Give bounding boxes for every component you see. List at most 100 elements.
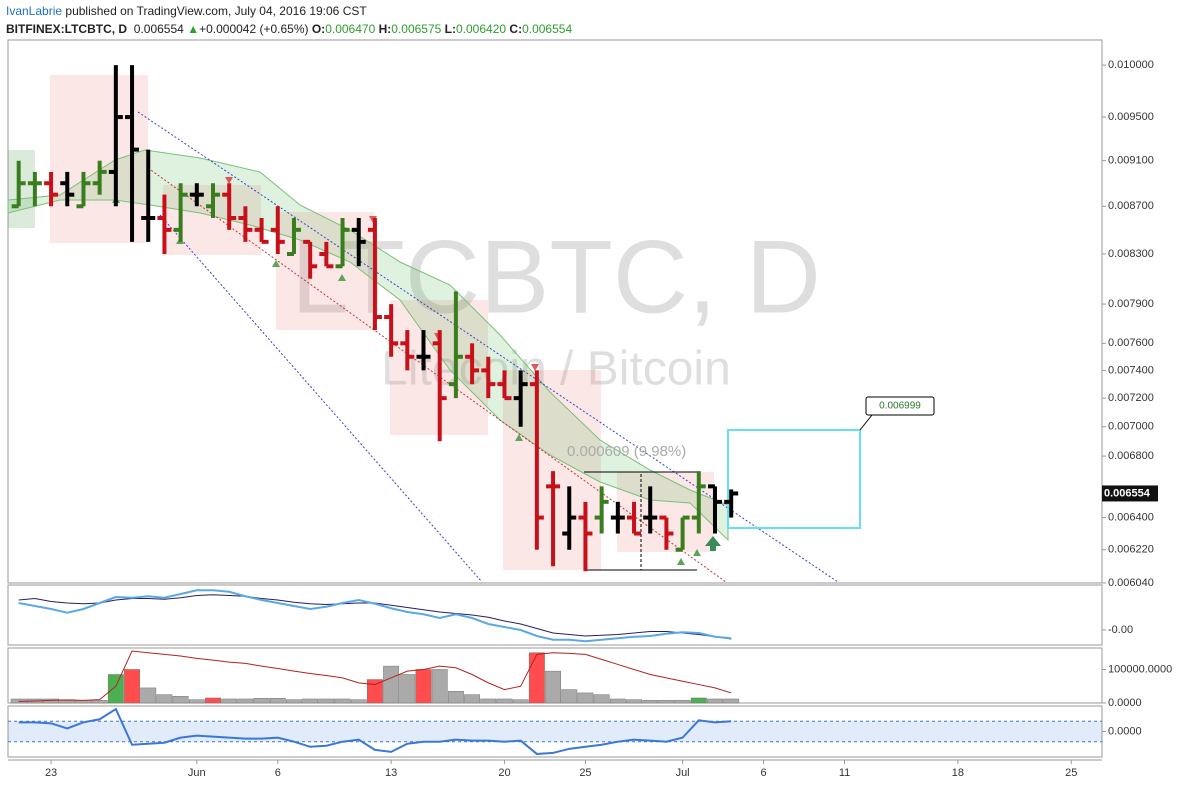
volume-bar — [593, 694, 610, 704]
volume-bar — [221, 698, 238, 704]
signals — [112, 177, 721, 565]
y-tick-label: 0.007900 — [1108, 298, 1154, 310]
x-tick-label: 25 — [579, 767, 591, 779]
volume-bar — [188, 699, 205, 704]
low: 0.006420 — [456, 22, 507, 36]
change: +0.000042 (+0.65%) — [199, 22, 309, 36]
y-tick-label: 0.006400 — [1108, 511, 1154, 523]
volume-bar — [269, 698, 286, 704]
volume-bar — [480, 698, 497, 704]
published: published on TradingView.com, July 04, 2… — [65, 4, 367, 18]
y-tick-label: 0.008700 — [1108, 200, 1154, 212]
measure-label: 0.000609 (9.98%) — [567, 443, 686, 460]
volume-bar — [366, 679, 383, 704]
y-tick-label: 100000.0000 — [1108, 663, 1172, 675]
y-tick-label: 0.007600 — [1108, 337, 1154, 349]
volume-bar — [528, 652, 545, 704]
symbol-line: BITFINEX:LTCBTC, D 0.006554 ▲+0.000042 (… — [6, 20, 572, 38]
y-tick-label: 0.008300 — [1108, 248, 1154, 260]
series-line — [18, 594, 732, 640]
x-tick-label: Jul — [676, 767, 690, 779]
x-tick-label: 18 — [952, 767, 964, 779]
y-tick-label: 0.009100 — [1108, 155, 1154, 167]
volume-ma — [18, 650, 732, 702]
volume-bar — [545, 670, 561, 704]
volume-bar — [561, 689, 578, 704]
volume-bar — [140, 687, 157, 704]
y-tick-label: 0.006220 — [1108, 544, 1154, 556]
volume-bar — [577, 692, 594, 704]
big-arrow — [705, 536, 721, 551]
x-tick-label: Jun — [188, 767, 206, 779]
channel-lower — [159, 214, 483, 583]
volume-bar — [512, 699, 529, 704]
volume-bar — [723, 698, 740, 704]
callout-box — [865, 396, 935, 416]
volume-bar — [496, 698, 513, 704]
x-tick-label: 13 — [385, 767, 397, 779]
publish-line: IvanLabrie published on TradingView.com,… — [6, 2, 572, 20]
y-tick-label: 0.007400 — [1108, 364, 1154, 376]
y-tick-label: -0.00 — [1108, 624, 1133, 636]
y-tick-label: 0.007200 — [1108, 392, 1154, 404]
close: 0.006554 — [522, 22, 573, 36]
y-tick-label: 0.009500 — [1108, 111, 1154, 123]
y-tick-label: 0.006800 — [1108, 450, 1154, 462]
volume-bar — [431, 669, 448, 704]
volume-bar — [334, 698, 351, 704]
volume-bar — [124, 669, 140, 704]
target-label: 0.006999 — [879, 401, 921, 412]
volume-bar — [464, 694, 481, 704]
volume-bar — [350, 699, 367, 704]
author-link[interactable]: IvanLabrie — [6, 4, 63, 18]
volume-bar — [447, 691, 464, 704]
target-box — [727, 429, 861, 529]
x-tick-label: 25 — [1065, 767, 1077, 779]
x-tick-label: 11 — [839, 767, 850, 779]
channel-upper — [137, 111, 839, 583]
y-tick-label: 0.006040 — [1108, 577, 1154, 589]
level-band — [8, 721, 1102, 742]
high: 0.006575 — [391, 22, 442, 36]
volume-bar — [399, 674, 416, 704]
price-frame — [7, 39, 1103, 584]
last: 0.006554 — [133, 22, 184, 36]
volume-bar — [658, 700, 675, 704]
header: IvanLabrie published on TradingView.com,… — [6, 2, 572, 38]
x-tick-label: 6 — [761, 767, 767, 779]
x-tick-label: 23 — [45, 767, 57, 779]
y-tick-label: 0.007000 — [1108, 421, 1154, 433]
measure-tool — [584, 471, 697, 571]
callout-pointer — [859, 414, 873, 431]
x-tick-label: 6 — [275, 767, 281, 779]
volume-bar — [91, 700, 108, 704]
volume-bar — [674, 700, 691, 704]
price-label-box — [1102, 485, 1158, 502]
volume-bar — [286, 699, 302, 704]
osc-frame — [7, 584, 1103, 646]
volume-bar — [253, 698, 270, 704]
channel-mid — [147, 167, 727, 583]
volume-bar — [642, 700, 659, 704]
y-tick-label: 0.0000 — [1108, 725, 1142, 737]
price-label: 0.006554 — [1104, 487, 1151, 499]
marks: 23 Jun 6 13 20 25 Jul 6 11 18 25 0.010000 0.009500 0.… — [8, 59, 1172, 779]
y-tick-label: 0.010000 — [1108, 59, 1154, 71]
volume-bar — [707, 698, 723, 704]
volume-bar — [690, 697, 707, 704]
series-line — [18, 707, 732, 755]
o-label: O: — [311, 22, 326, 36]
volume-bar — [302, 698, 319, 704]
volume-bar — [107, 674, 124, 704]
open: 0.006470 — [325, 22, 376, 36]
series-line — [18, 589, 732, 643]
x-tick-label: 20 — [498, 767, 510, 779]
volume-bar — [383, 665, 400, 704]
channel — [137, 111, 839, 583]
c-label: C: — [509, 22, 523, 36]
volume-bar — [156, 694, 173, 704]
l-label: L: — [444, 22, 456, 36]
h-label: H: — [378, 22, 392, 36]
volume-bar — [609, 698, 626, 704]
